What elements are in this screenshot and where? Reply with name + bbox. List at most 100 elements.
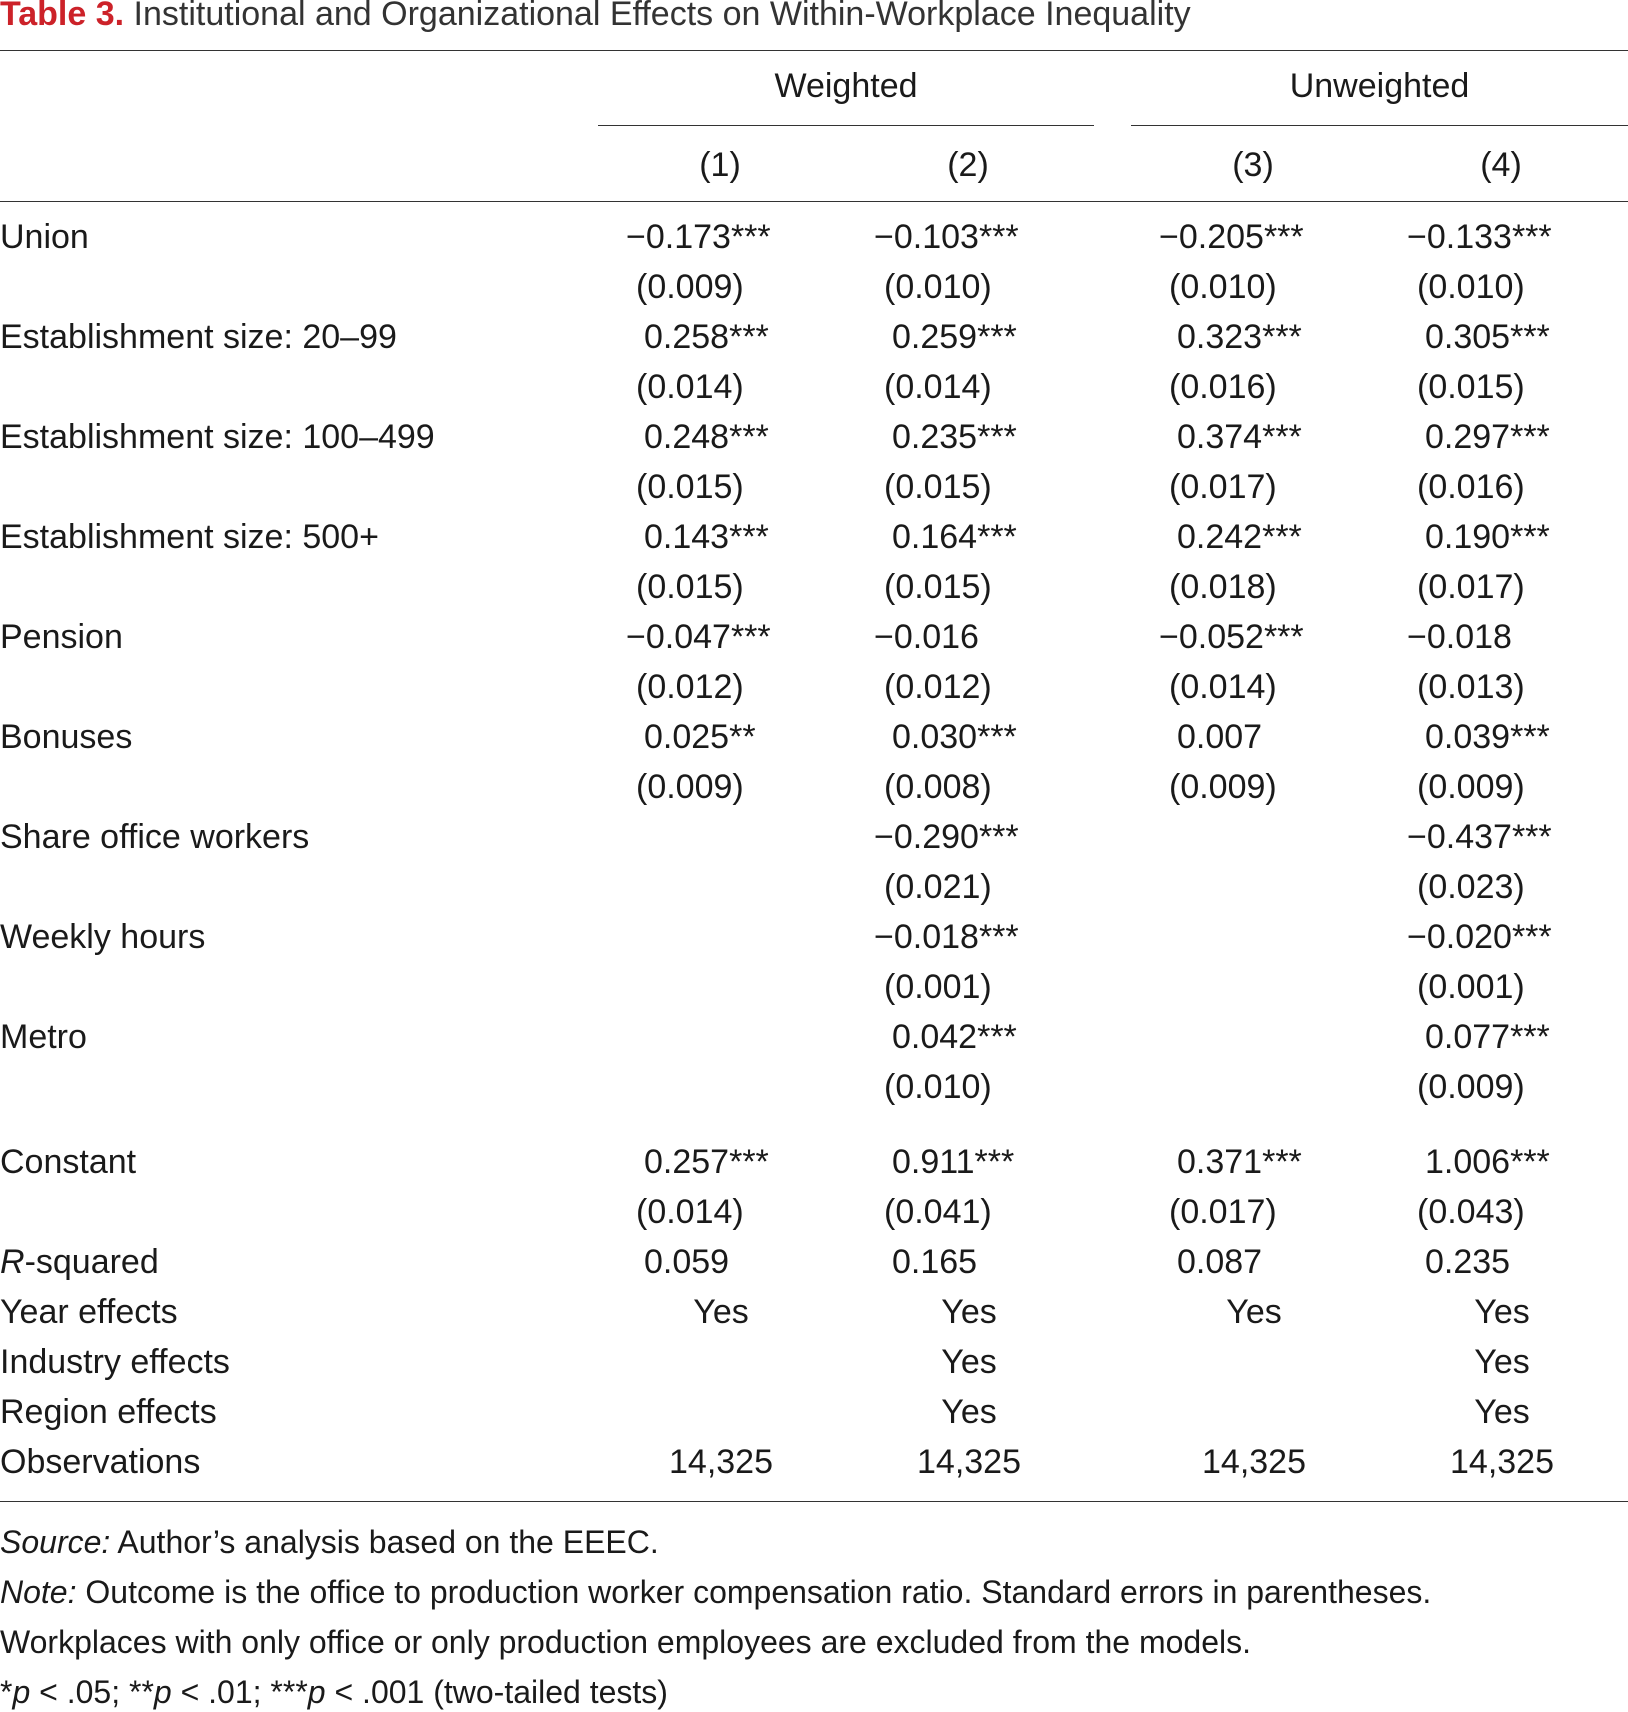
se-metro-col4: (0.009) <box>1417 1068 1525 1106</box>
r-squared-col1: 0.059 <box>644 1243 730 1281</box>
coef-constant-col1: 0.257*** <box>644 1143 769 1181</box>
coef-pension-col4: −0.018 <box>1407 618 1512 656</box>
se-constant-col4: (0.043) <box>1417 1193 1525 1231</box>
se-metro-col2: (0.010) <box>884 1068 992 1106</box>
region-effects-col4: Yes <box>1474 1393 1530 1431</box>
bottom-rule <box>0 1501 1628 1502</box>
sig-p-2: p <box>153 1674 172 1710</box>
coef-establishment-size-100-499-col4: 0.297*** <box>1425 418 1550 456</box>
row-label-observations: Observations <box>0 1443 201 1481</box>
observations-col1: 14,325 <box>669 1443 773 1481</box>
observations-col3: 14,325 <box>1202 1443 1306 1481</box>
group-header-unweighted: Unweighted <box>1289 67 1470 105</box>
coef-share-office-workers-col4: −0.437*** <box>1407 818 1552 856</box>
unweighted-underline <box>1131 125 1628 126</box>
coef-bonuses-col1: 0.025** <box>644 718 756 756</box>
r-squared-italic-r: R <box>0 1243 25 1281</box>
se-union-col2: (0.010) <box>884 268 992 306</box>
column-header-2: (2) <box>947 146 989 184</box>
coef-pension-col3: −0.052*** <box>1159 618 1304 656</box>
se-pension-col1: (0.012) <box>636 668 744 706</box>
coef-bonuses-col2: 0.030*** <box>892 718 1017 756</box>
row-label-weekly-hours: Weekly hours <box>0 918 206 956</box>
header-rule <box>0 201 1628 202</box>
se-weekly-hours-col4: (0.001) <box>1417 968 1525 1006</box>
coef-establishment-size-20-99-col2: 0.259*** <box>892 318 1017 356</box>
year-effects-col4: Yes <box>1474 1293 1530 1331</box>
row-label-pension: Pension <box>0 618 123 656</box>
note-text-line-1: Outcome is the office to production work… <box>76 1574 1432 1610</box>
industry-effects-col2: Yes <box>941 1343 997 1381</box>
sig-star-1: * <box>0 1674 13 1710</box>
coef-establishment-size-100-499-col3: 0.374*** <box>1177 418 1302 456</box>
coef-constant-col3: 0.371*** <box>1177 1143 1302 1181</box>
se-establishment-size-100-499-col3: (0.017) <box>1169 468 1277 506</box>
coef-establishment-size-100-499-col1: 0.248*** <box>644 418 769 456</box>
note-label: Note: <box>0 1574 77 1610</box>
coef-constant-col4: 1.006*** <box>1425 1143 1550 1181</box>
sig-text-2: < .01; <box>171 1674 271 1710</box>
sig-star-3: *** <box>270 1674 308 1710</box>
significance-note: *p < .05; **p < .01; ***p < .001 (two-ta… <box>0 1672 668 1712</box>
sig-p-1: p <box>12 1674 31 1710</box>
coef-establishment-size-20-99-col4: 0.305*** <box>1425 318 1550 356</box>
coef-establishment-size-500-col4: 0.190*** <box>1425 518 1550 556</box>
se-establishment-size-500-col1: (0.015) <box>636 568 744 606</box>
se-union-col1: (0.009) <box>636 268 744 306</box>
se-constant-col3: (0.017) <box>1169 1193 1277 1231</box>
weighted-underline <box>598 125 1094 126</box>
coef-establishment-size-500-col3: 0.242*** <box>1177 518 1302 556</box>
row-label-share-office-workers: Share office workers <box>0 818 310 856</box>
row-label-establishment-size-20-99: Establishment size: 20–99 <box>0 318 397 356</box>
se-bonuses-col4: (0.009) <box>1417 768 1525 806</box>
coef-constant-col2: 0.911*** <box>892 1143 1015 1181</box>
r-squared-col4: 0.235 <box>1425 1243 1511 1281</box>
coef-metro-col4: 0.077*** <box>1425 1018 1550 1056</box>
se-establishment-size-20-99-col3: (0.016) <box>1169 368 1277 406</box>
se-weekly-hours-col2: (0.001) <box>884 968 992 1006</box>
source-label: Source: <box>0 1524 111 1560</box>
coef-union-col2: −0.103*** <box>874 218 1019 256</box>
se-share-office-workers-col4: (0.023) <box>1417 868 1525 906</box>
se-constant-col1: (0.014) <box>636 1193 744 1231</box>
coef-establishment-size-20-99-col1: 0.258*** <box>644 318 769 356</box>
se-establishment-size-500-col2: (0.015) <box>884 568 992 606</box>
se-establishment-size-100-499-col1: (0.015) <box>636 468 744 506</box>
se-union-col3: (0.010) <box>1169 268 1277 306</box>
group-header-weighted: Weighted <box>774 67 918 105</box>
row-label-union: Union <box>0 218 89 256</box>
se-establishment-size-20-99-col4: (0.015) <box>1417 368 1525 406</box>
coef-pension-col1: −0.047*** <box>626 618 771 656</box>
sig-p-3: p <box>307 1674 326 1710</box>
coef-union-col4: −0.133*** <box>1407 218 1552 256</box>
row-label-region-effects: Region effects <box>0 1393 217 1431</box>
coef-bonuses-col3: 0.007 <box>1177 718 1263 756</box>
sig-text-3: < .001 (two-tailed tests) <box>325 1674 668 1710</box>
se-bonuses-col2: (0.008) <box>884 768 992 806</box>
observations-col4: 14,325 <box>1450 1443 1554 1481</box>
se-establishment-size-100-499-col2: (0.015) <box>884 468 992 506</box>
coef-establishment-size-500-col2: 0.164*** <box>892 518 1017 556</box>
se-establishment-size-20-99-col2: (0.014) <box>884 368 992 406</box>
row-label-metro: Metro <box>0 1018 87 1056</box>
coef-share-office-workers-col2: −0.290*** <box>874 818 1019 856</box>
se-establishment-size-100-499-col4: (0.016) <box>1417 468 1525 506</box>
source-note: Source: Author’s analysis based on the E… <box>0 1522 659 1562</box>
top-rule <box>0 50 1628 51</box>
table-title: Institutional and Organizational Effects… <box>133 0 1191 33</box>
row-label-industry-effects: Industry effects <box>0 1343 230 1381</box>
year-effects-col3: Yes <box>1226 1293 1282 1331</box>
se-pension-col2: (0.012) <box>884 668 992 706</box>
se-share-office-workers-col2: (0.021) <box>884 868 992 906</box>
coef-establishment-size-100-499-col2: 0.235*** <box>892 418 1017 456</box>
year-effects-col1: Yes <box>693 1293 749 1331</box>
se-pension-col3: (0.014) <box>1169 668 1277 706</box>
r-squared-label-rest: -squared <box>24 1243 159 1281</box>
se-establishment-size-500-col3: (0.018) <box>1169 568 1277 606</box>
year-effects-col2: Yes <box>941 1293 997 1331</box>
table-number: Table 3. <box>0 0 125 33</box>
general-note: Note: Outcome is the office to productio… <box>0 1572 1431 1612</box>
coef-union-col1: −0.173*** <box>626 218 771 256</box>
column-header-4: (4) <box>1480 146 1522 184</box>
